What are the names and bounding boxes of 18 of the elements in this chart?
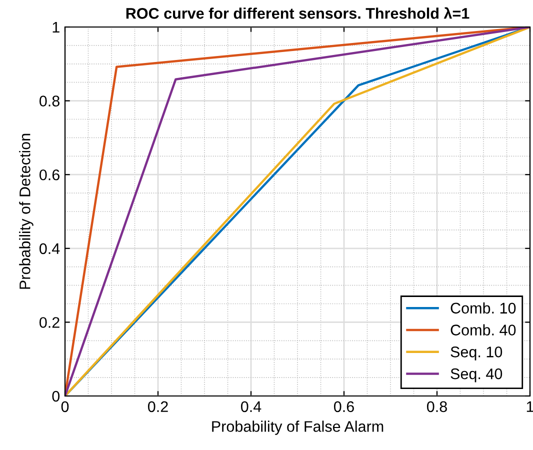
- x-tick-label: 0.2: [148, 401, 168, 412]
- legend-label: Comb. 40: [450, 324, 516, 336]
- x-tick-label: 0.8: [426, 401, 447, 412]
- y-tick-label: 0: [52, 390, 60, 402]
- x-tick-label: 0.4: [240, 401, 262, 412]
- legend-label: Seq. 40: [450, 368, 502, 382]
- legend-label: Comb. 10: [450, 302, 516, 314]
- y-tick-label: 0.6: [40, 169, 60, 180]
- y-tick-label: 0.2: [40, 317, 60, 328]
- legend-label: Seq. 10: [450, 346, 502, 360]
- x-tick-label: 0: [61, 401, 69, 412]
- x-tick-label: 0.6: [334, 401, 354, 412]
- y-tick-label: 0.8: [40, 96, 60, 106]
- x-axis-title: Probability of False Alarm: [212, 420, 384, 435]
- y-tick-label: 0.4: [40, 243, 60, 254]
- chart-title: ROC curve for different sensors. Threshold λ=1: [126, 7, 470, 19]
- y-axis-title: Probability of Detection: [19, 134, 34, 289]
- y-tick-label: 1: [52, 22, 60, 33]
